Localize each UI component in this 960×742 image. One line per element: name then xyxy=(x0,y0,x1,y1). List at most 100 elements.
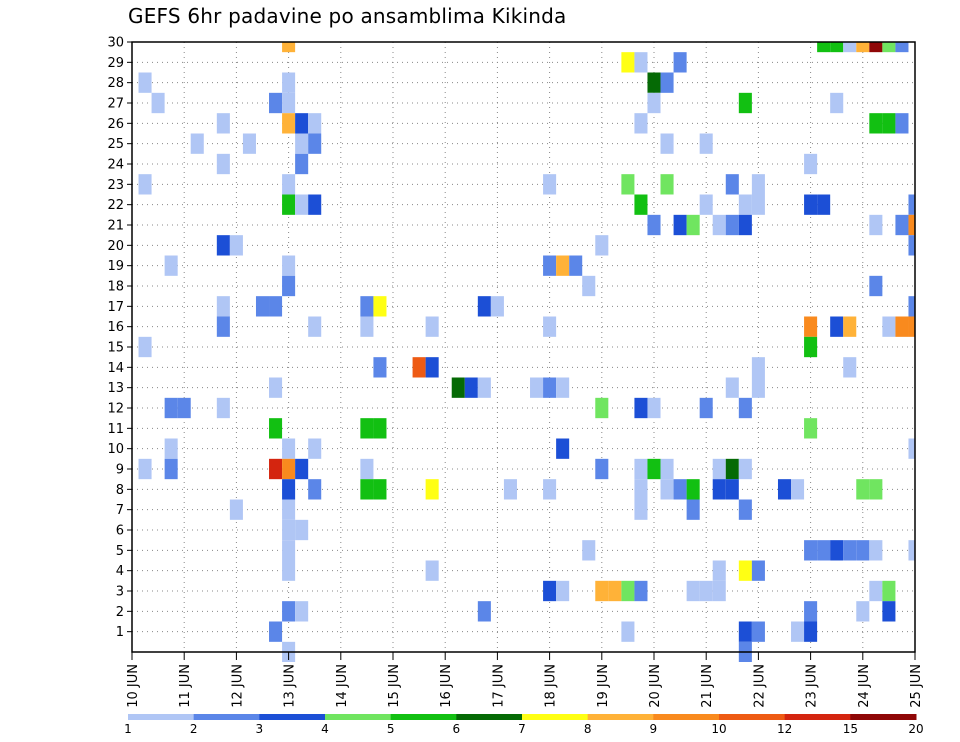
x-tick-label: 13 JUN xyxy=(283,664,298,708)
data-cell xyxy=(843,316,857,337)
y-tick-label: 18 xyxy=(107,280,124,295)
y-tick-label: 16 xyxy=(107,320,124,335)
data-cell xyxy=(295,153,309,175)
x-tick-label: 24 JUN xyxy=(857,664,872,708)
data-cell xyxy=(242,133,256,154)
legend-label: 10 xyxy=(711,722,726,736)
y-tick-label: 24 xyxy=(107,158,124,173)
data-cell xyxy=(634,458,648,480)
data-cell xyxy=(360,316,374,337)
legend-label: 5 xyxy=(387,722,395,736)
data-cell xyxy=(295,519,309,541)
data-cell xyxy=(282,560,296,581)
x-tick-label: 21 JUN xyxy=(700,664,715,708)
y-tick-label: 8 xyxy=(116,483,124,498)
data-cell xyxy=(699,133,713,154)
data-cell xyxy=(543,377,557,398)
legend-swatch xyxy=(719,714,786,720)
data-cell xyxy=(425,357,439,378)
data-cell xyxy=(751,194,765,215)
x-tick-label: 11 JUN xyxy=(178,664,193,708)
data-cell xyxy=(738,621,752,642)
data-cell xyxy=(856,540,870,561)
data-cell xyxy=(712,479,726,500)
data-cell xyxy=(216,397,230,419)
legend-label: 6 xyxy=(453,722,461,736)
data-cell xyxy=(282,255,296,276)
data-cell xyxy=(908,438,915,459)
data-cell xyxy=(412,357,426,378)
data-cell xyxy=(477,296,491,317)
data-cell xyxy=(216,153,230,175)
data-cell xyxy=(804,316,818,337)
data-cell xyxy=(738,397,752,419)
data-cell xyxy=(543,580,557,602)
data-cell xyxy=(908,235,915,256)
y-tick-label: 17 xyxy=(107,300,124,315)
data-cell xyxy=(164,438,178,459)
data-cell xyxy=(634,479,648,500)
legend-swatch xyxy=(522,714,589,720)
data-cell xyxy=(699,194,713,215)
data-cell xyxy=(425,479,439,500)
data-cell xyxy=(738,92,752,114)
x-tick-label: 19 JUN xyxy=(596,664,611,708)
chart-title: GEFS 6hr padavine po ansamblima Kikinda xyxy=(128,4,567,28)
data-cell xyxy=(895,316,909,337)
data-cell xyxy=(804,621,818,642)
data-cell xyxy=(830,92,844,114)
data-cell xyxy=(673,479,687,500)
y-tick-label: 26 xyxy=(107,117,124,132)
y-tick-label: 7 xyxy=(116,503,124,518)
data-cell xyxy=(751,174,765,195)
data-cell xyxy=(712,458,726,480)
data-cell xyxy=(360,458,374,480)
data-cell xyxy=(660,72,674,93)
data-cell xyxy=(804,194,818,215)
data-cell xyxy=(138,174,152,195)
data-cell xyxy=(634,397,648,419)
y-tick-label: 23 xyxy=(107,178,124,193)
data-cell xyxy=(621,174,635,195)
data-cell xyxy=(282,72,296,93)
data-cell xyxy=(751,621,765,642)
data-cell xyxy=(660,479,674,500)
data-cell xyxy=(282,519,296,541)
data-cell xyxy=(543,255,557,276)
data-cell xyxy=(295,133,309,154)
data-cell xyxy=(856,479,870,500)
data-cell xyxy=(712,214,726,236)
data-cell xyxy=(817,540,831,561)
data-cell xyxy=(543,479,557,500)
data-cell xyxy=(869,275,883,297)
y-tick-label: 5 xyxy=(116,544,124,559)
data-cell xyxy=(869,214,883,236)
data-cell xyxy=(282,275,296,297)
data-cell xyxy=(621,580,635,602)
data-cell xyxy=(634,499,648,520)
data-cell xyxy=(308,438,322,459)
legend-swatch xyxy=(587,714,654,720)
data-cell xyxy=(556,580,570,602)
data-cell xyxy=(634,580,648,602)
data-cell xyxy=(556,377,570,398)
data-cell xyxy=(882,316,896,337)
x-axis: 10 JUN 11 JUN 12 JUN 13 JUN 14 JUN 15 JUN 16 J… xyxy=(126,652,924,708)
legend-swatch xyxy=(850,714,917,720)
data-cell xyxy=(360,418,374,439)
y-tick-label: 29 xyxy=(107,56,124,71)
data-cell xyxy=(360,479,374,500)
y-tick-label: 11 xyxy=(107,422,124,437)
data-cell xyxy=(699,580,713,602)
y-tick-label: 6 xyxy=(116,524,124,539)
data-cell xyxy=(138,72,152,93)
data-cell xyxy=(804,540,818,561)
data-cell xyxy=(595,458,609,480)
data-cell xyxy=(777,479,792,500)
data-cell xyxy=(164,255,178,276)
data-cell xyxy=(895,113,909,134)
data-cell xyxy=(282,92,296,114)
data-cell xyxy=(738,458,752,480)
data-cell xyxy=(804,336,818,358)
data-cell xyxy=(660,133,674,154)
